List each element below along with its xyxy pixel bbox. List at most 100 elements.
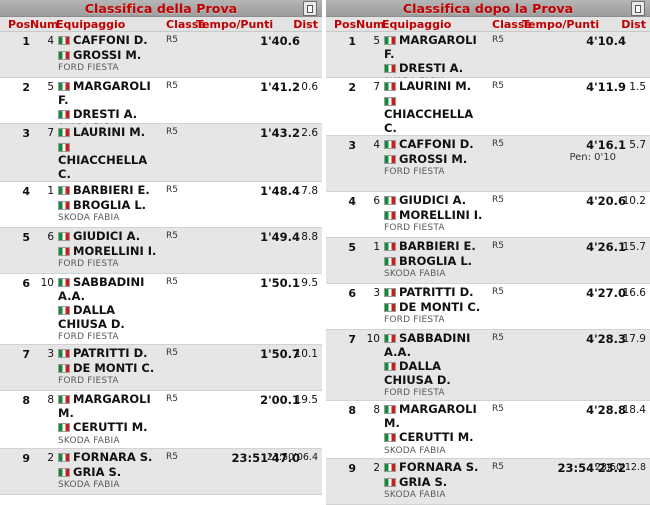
row-time: 23:54'23.2 [557,461,626,475]
row-class: R5 [166,231,178,241]
row-codriver-name: DALLA CHIUSA D. [384,359,451,387]
row-class: R5 [166,348,178,358]
row-crew: FORNARA S. GRIA S. SKODA FABIA [58,450,162,491]
table-row[interactable]: 9 2 FORNARA S. GRIA S. SKODA FABIA R5 23:51'47… [0,449,322,495]
row-codriver-name: CHIACCHELLA C. [384,107,474,135]
row-crew: MARGAROLI M. CERUTTI M. SKODA FABIA [384,402,488,457]
row-driver-name: GIUDICI A. [399,193,467,207]
row-car-model: SKODA FABIA [384,445,446,456]
row-class: R5 [166,185,178,195]
row-driver: LAURINI M. [384,79,488,94]
row-driver-name: MARGAROLI F. [384,33,477,61]
row-codriver-name: CERUTTI M. [73,420,148,434]
row-driver-name: MARGAROLI M. [58,392,151,420]
row-time: 4'28.3 [586,332,626,346]
row-gap: 8.8 [301,231,318,243]
row-position: 1 [22,35,30,48]
row-time: 1'50.7 [260,347,300,361]
row-codriver: DE MONTI C. [58,360,162,376]
row-car-number: 6 [373,195,380,207]
italy-flag-icon [384,140,396,149]
row-crew: MARGAROLI M. CERUTTI M. SKODA FABIA [58,392,162,447]
document-icon[interactable] [631,1,645,16]
row-car-model: FORD FIESTA [384,223,445,233]
italy-flag-icon [58,349,70,358]
row-crew: PATRITTI D. DE MONTI C. FORD FIESTA [384,285,488,326]
table-row[interactable]: 9 2 FORNARA S. GRIA S. SKODA FABIA R5 23:54'23… [326,459,650,505]
italy-flag-icon [58,306,70,315]
row-codriver-name: DALLA CHIUSA D. [58,303,125,331]
row-position: 8 [348,404,356,417]
row-codriver: CERUTTI M. [58,420,162,435]
table-row[interactable]: 4 6 GIUDICI A. MORELLINI I. FORD FIESTA R5 4'2… [326,192,650,238]
row-codriver-name: GRIA S. [73,464,122,479]
row-driver: SABBADINI A.A. [58,275,162,303]
row-codriver: DRESTI A. [58,107,162,122]
table-row[interactable]: 5 1 BARBIERI E. BROGLIA L. SKODA FABIA R5 4'26… [326,238,650,284]
column-header-pos: Pos [334,18,357,31]
table-row[interactable]: 7 3 PATRITTI D. DE MONTI C. FORD FIESTA R5 1'5… [0,345,322,391]
table-row[interactable]: 5 6 GIUDICI A. MORELLINI I. FORD FIESTA R5 1'4… [0,228,322,274]
row-car-model: FORD FIESTA [58,332,119,342]
row-codriver-name: DE MONTI C. [73,360,155,375]
row-codriver-name: GROSSI M. [73,47,142,62]
row-codriver: GROSSI M. [58,47,162,63]
row-driver-name: CAFFONI D. [73,33,148,47]
row-car-number: 4 [373,139,380,151]
row-position: 2 [348,81,356,94]
row-crew: CAFFONI D. GROSSI M. FORD FIESTA [384,137,488,178]
row-car-model: FORD FIESTA [384,388,445,398]
column-header: Pos Num Equipaggio Classe Tempo/Punti Dist [0,17,322,32]
row-codriver-name: CHIACCHELLA C. [58,153,148,181]
table-row[interactable]: 8 8 MARGAROLI M. CERUTTI M. SKODA FABIA R5 4'2… [326,401,650,459]
italy-flag-icon [58,246,70,256]
table-row[interactable]: 7 10 SABBADINI A.A. DALLA CHIUSA D. FORD FIE… [326,330,650,401]
row-position: 1 [348,35,356,48]
row-driver: FORNARA S. [384,460,488,475]
table-row[interactable]: 1 4 CAFFONI D. GROSSI M. FORD FIESTA R5 1'40.6 [0,32,322,78]
row-gap: 23:50'06.4 [266,452,318,463]
column-header-dist: Dist [621,18,646,31]
row-class: R5 [492,404,504,414]
stage-classification-panel: Classifica della Prova Pos Num Equipaggio Cl… [0,0,324,495]
row-car-model: FORD FIESTA [384,315,445,325]
panel-titlebar: Classifica della Prova [0,0,322,17]
row-codriver-name: MORELLINI I. [73,243,157,258]
table-row[interactable]: 6 10 SABBADINI A.A. DALLA CHIUSA D. FORD FIE… [0,274,322,345]
italy-flag-icon [384,302,396,312]
row-time: 4'16.1 [586,138,626,152]
row-gap: 16.6 [622,287,646,299]
results-list: 1 4 CAFFONI D. GROSSI M. FORD FIESTA R5 1'40.6… [0,32,322,495]
row-position: 6 [22,277,30,290]
row-codriver: CHIACCHELLA C. [384,95,488,136]
row-car-number: 7 [373,81,380,93]
row-driver: CAFFONI D. [58,33,162,48]
document-icon[interactable] [303,1,317,16]
italy-flag-icon [384,288,396,297]
row-codriver-name: BROGLIA L. [73,197,147,212]
column-header-num: Num [356,18,385,31]
row-time: 1'43.2 [260,126,300,140]
table-row[interactable]: 8 8 MARGAROLI M. CERUTTI M. SKODA FABIA R5 2'0… [0,391,322,449]
row-class: R5 [166,35,178,45]
row-codriver-name: BROGLIA L. [399,253,473,268]
row-driver: LAURINI M. [58,125,162,140]
row-position: 7 [348,333,356,346]
table-row[interactable]: 3 4 CAFFONI D. GROSSI M. FORD FIESTA R5 4'16.1… [326,136,650,192]
row-gap: 19.5 [294,394,318,406]
row-time: 1'48.4 [260,184,300,198]
row-penalty: Pen: 0'10 [569,152,616,163]
row-class: R5 [492,241,504,251]
table-row[interactable]: 4 1 BARBIERI E. BROGLIA L. SKODA FABIA R5 1'48… [0,182,322,228]
row-class: R5 [492,139,504,149]
row-crew: FORNARA S. GRIA S. SKODA FABIA [384,460,488,501]
row-driver-name: SABBADINI A.A. [384,331,471,359]
row-class: R5 [492,462,504,472]
column-header-classe: Classe [166,18,206,31]
row-class: R5 [166,277,178,287]
table-row[interactable]: 6 3 PATRITTI D. DE MONTI C. FORD FIESTA R5 4'2… [326,284,650,330]
